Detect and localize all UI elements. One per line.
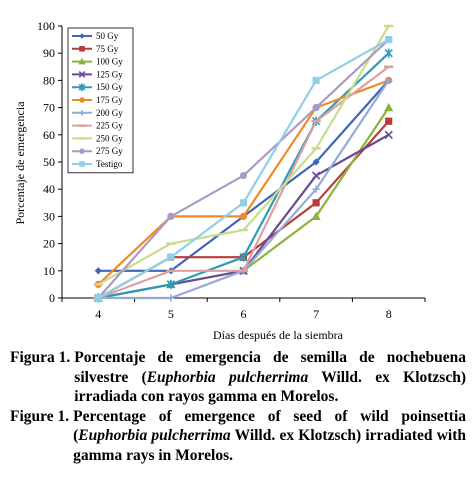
data-point: [312, 158, 320, 166]
legend-label: 75 Gy: [96, 44, 119, 54]
x-tick-label: 5: [168, 307, 174, 321]
data-point: [312, 185, 320, 193]
y-tick-label: 70: [43, 101, 55, 115]
legend-marker: [79, 148, 85, 154]
legend-label: 250 Gy: [96, 133, 123, 143]
legend-marker: [78, 57, 86, 65]
y-tick-label: 20: [43, 237, 55, 251]
legend-marker: [79, 46, 85, 52]
legend-marker: [79, 97, 85, 103]
line-chart: Porcentaje de emergencia Días después de…: [13, 19, 426, 342]
legend-label: Testigo: [96, 159, 123, 169]
caption-es-label: Figura 1.: [10, 349, 71, 366]
y-tick-label: 100: [37, 19, 55, 33]
data-point: [384, 130, 393, 139]
x-tick-label: 4: [95, 307, 101, 321]
series-group: [93, 24, 394, 286]
y-tick-label: 40: [43, 182, 55, 196]
data-point: [167, 253, 175, 261]
y-tick-label: 80: [43, 73, 55, 87]
caption-es-text: Porcentaje de emergencia de semilla de n…: [74, 349, 467, 405]
legend: 50 Gy 75 Gy 100 Gy 125 Gy 150 Gy 175 Gy 200 Gy…: [67, 27, 134, 174]
series-group: [93, 65, 394, 300]
legend-label: 225 Gy: [96, 121, 123, 131]
data-point: [311, 211, 321, 220]
data-point: [166, 279, 176, 289]
y-axis-label: Porcentaje de emergencia: [13, 101, 27, 225]
series-lines: [93, 24, 394, 303]
data-point: [239, 172, 248, 180]
caption-spanish: Figura 1. Porcentaje de emergencia de se…: [10, 348, 466, 407]
x-tick-label: 8: [386, 307, 392, 321]
x-axis-label: Días después de la siembra: [213, 328, 344, 342]
data-point: [385, 76, 393, 84]
caption-english: Figure 1. Percentage of emergence of see…: [10, 407, 466, 466]
legend-marker: [78, 71, 86, 78]
data-point: [312, 104, 320, 112]
series-group: [94, 36, 393, 302]
legend-label: 125 Gy: [96, 69, 123, 79]
data-point: [94, 267, 102, 275]
caption-en-label: Figure 1.: [10, 407, 70, 425]
data-point: [385, 36, 393, 44]
data-point: [384, 48, 393, 58]
y-tick-label: 0: [49, 291, 55, 305]
legend-label: 50 Gy: [96, 31, 119, 41]
data-point: [239, 199, 248, 207]
legend-marker: [79, 110, 85, 116]
figure-caption: Figura 1. Porcentaje de emergencia de se…: [10, 348, 466, 465]
legend-marker: [78, 83, 86, 91]
legend-label: 275 Gy: [96, 146, 123, 156]
caption-en-text: Percentage of emergence of seed of wild …: [73, 407, 466, 464]
legend-label: 150 Gy: [96, 82, 123, 92]
legend-marker: [79, 33, 85, 39]
y-tick-label: 10: [43, 264, 55, 278]
data-point: [167, 294, 175, 302]
data-point: [239, 212, 248, 220]
x-tick-label: 6: [241, 307, 247, 321]
legend-marker: [79, 161, 85, 167]
series-line: [98, 79, 390, 300]
data-point: [167, 212, 175, 220]
x-tick-label: 7: [313, 307, 319, 321]
data-point: [94, 294, 102, 302]
legend-label: 200 Gy: [96, 108, 123, 118]
data-point: [385, 117, 393, 125]
data-point: [311, 171, 321, 180]
y-tick-label: 60: [43, 128, 55, 142]
series-group: [94, 76, 393, 302]
data-point: [384, 103, 394, 112]
y-tick-label: 50: [43, 155, 55, 169]
data-point: [312, 199, 320, 207]
legend-label: 175 Gy: [96, 95, 123, 105]
legend-label: 100 Gy: [96, 57, 123, 67]
axes: 0 10 20 30 40 50 60 70 80 90 100 4 5 6 7 8: [37, 19, 426, 321]
y-tick-label: 90: [43, 46, 55, 60]
data-point: [312, 76, 320, 84]
y-tick-label: 30: [43, 209, 55, 223]
data-point: [239, 252, 248, 262]
